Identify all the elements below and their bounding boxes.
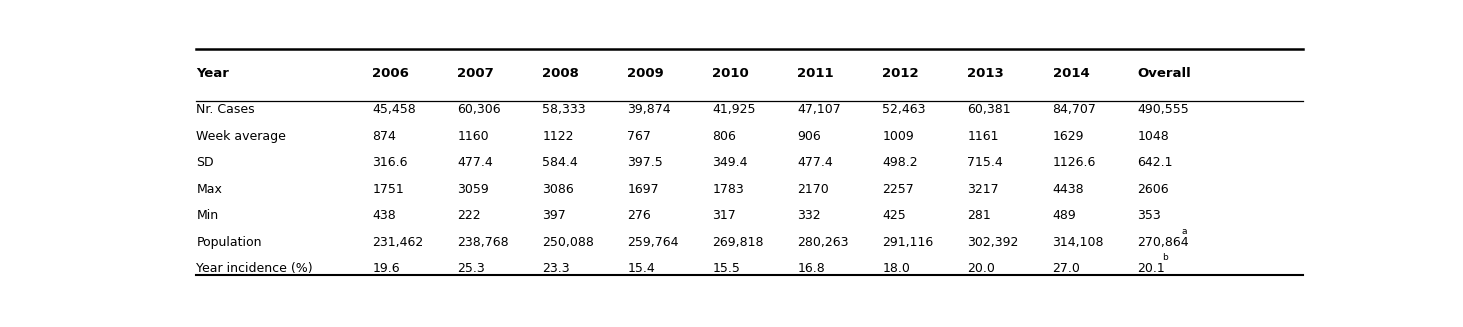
Text: 259,764: 259,764 xyxy=(628,236,679,249)
Text: 1122: 1122 xyxy=(543,130,573,143)
Text: 16.8: 16.8 xyxy=(797,262,825,275)
Text: 3059: 3059 xyxy=(458,183,489,196)
Text: 477.4: 477.4 xyxy=(797,156,832,169)
Text: b: b xyxy=(1163,253,1169,262)
Text: 584.4: 584.4 xyxy=(543,156,578,169)
Text: 1048: 1048 xyxy=(1138,130,1169,143)
Text: Population: Population xyxy=(196,236,262,249)
Text: 767: 767 xyxy=(628,130,651,143)
Text: 490,555: 490,555 xyxy=(1138,103,1189,116)
Text: 269,818: 269,818 xyxy=(712,236,764,249)
Text: 250,088: 250,088 xyxy=(543,236,594,249)
Text: 18.0: 18.0 xyxy=(882,262,910,275)
Text: 715.4: 715.4 xyxy=(967,156,1004,169)
Text: 489: 489 xyxy=(1052,209,1077,222)
Text: 332: 332 xyxy=(797,209,821,222)
Text: 874: 874 xyxy=(372,130,396,143)
Text: 2008: 2008 xyxy=(543,67,579,80)
Text: Min: Min xyxy=(196,209,218,222)
Text: 1161: 1161 xyxy=(967,130,999,143)
Text: 349.4: 349.4 xyxy=(712,156,748,169)
Text: 291,116: 291,116 xyxy=(882,236,933,249)
Text: 2009: 2009 xyxy=(628,67,664,80)
Text: 39,874: 39,874 xyxy=(628,103,672,116)
Text: 302,392: 302,392 xyxy=(967,236,1018,249)
Text: 425: 425 xyxy=(882,209,906,222)
Text: 1629: 1629 xyxy=(1052,130,1084,143)
Text: 498.2: 498.2 xyxy=(882,156,919,169)
Text: 4438: 4438 xyxy=(1052,183,1084,196)
Text: 2011: 2011 xyxy=(797,67,834,80)
Text: 1697: 1697 xyxy=(628,183,658,196)
Text: 60,306: 60,306 xyxy=(458,103,500,116)
Text: 397: 397 xyxy=(543,209,566,222)
Text: 84,707: 84,707 xyxy=(1052,103,1096,116)
Text: 20.1: 20.1 xyxy=(1138,262,1166,275)
Text: 314,108: 314,108 xyxy=(1052,236,1105,249)
Text: Year incidence (%): Year incidence (%) xyxy=(196,262,313,275)
Text: 15.4: 15.4 xyxy=(628,262,655,275)
Text: 806: 806 xyxy=(712,130,736,143)
Text: Max: Max xyxy=(196,183,222,196)
Text: 25.3: 25.3 xyxy=(458,262,486,275)
Text: 316.6: 316.6 xyxy=(372,156,408,169)
Text: 2257: 2257 xyxy=(882,183,914,196)
Text: 1009: 1009 xyxy=(882,130,914,143)
Text: 20.0: 20.0 xyxy=(967,262,995,275)
Text: 276: 276 xyxy=(628,209,651,222)
Text: 2606: 2606 xyxy=(1138,183,1169,196)
Text: 60,381: 60,381 xyxy=(967,103,1011,116)
Text: 47,107: 47,107 xyxy=(797,103,841,116)
Text: 397.5: 397.5 xyxy=(628,156,663,169)
Text: 45,458: 45,458 xyxy=(372,103,415,116)
Text: 58,333: 58,333 xyxy=(543,103,585,116)
Text: 642.1: 642.1 xyxy=(1138,156,1173,169)
Text: 15.5: 15.5 xyxy=(712,262,740,275)
Text: 231,462: 231,462 xyxy=(372,236,423,249)
Text: 281: 281 xyxy=(967,209,992,222)
Text: 438: 438 xyxy=(372,209,396,222)
Text: 3217: 3217 xyxy=(967,183,999,196)
Text: Nr. Cases: Nr. Cases xyxy=(196,103,255,116)
Text: 906: 906 xyxy=(797,130,821,143)
Text: 477.4: 477.4 xyxy=(458,156,493,169)
Text: 270,864: 270,864 xyxy=(1138,236,1189,249)
Text: 52,463: 52,463 xyxy=(882,103,926,116)
Text: 1751: 1751 xyxy=(372,183,404,196)
Text: 1783: 1783 xyxy=(712,183,745,196)
Text: 27.0: 27.0 xyxy=(1052,262,1080,275)
Text: 1160: 1160 xyxy=(458,130,489,143)
Text: 41,925: 41,925 xyxy=(712,103,756,116)
Text: 2170: 2170 xyxy=(797,183,830,196)
Text: 353: 353 xyxy=(1138,209,1162,222)
Text: a: a xyxy=(1181,227,1186,236)
Text: 2006: 2006 xyxy=(372,67,410,80)
Text: 1126.6: 1126.6 xyxy=(1052,156,1096,169)
Text: Week average: Week average xyxy=(196,130,287,143)
Text: 280,263: 280,263 xyxy=(797,236,849,249)
Text: 222: 222 xyxy=(458,209,481,222)
Text: 2012: 2012 xyxy=(882,67,919,80)
Text: SD: SD xyxy=(196,156,214,169)
Text: 19.6: 19.6 xyxy=(372,262,399,275)
Text: Year: Year xyxy=(196,67,230,80)
Text: 238,768: 238,768 xyxy=(458,236,509,249)
Text: 2014: 2014 xyxy=(1052,67,1090,80)
Text: Overall: Overall xyxy=(1138,67,1191,80)
Text: 317: 317 xyxy=(712,209,736,222)
Text: 3086: 3086 xyxy=(543,183,573,196)
Text: 2007: 2007 xyxy=(458,67,494,80)
Text: 2010: 2010 xyxy=(712,67,749,80)
Text: 2013: 2013 xyxy=(967,67,1004,80)
Text: 23.3: 23.3 xyxy=(543,262,571,275)
